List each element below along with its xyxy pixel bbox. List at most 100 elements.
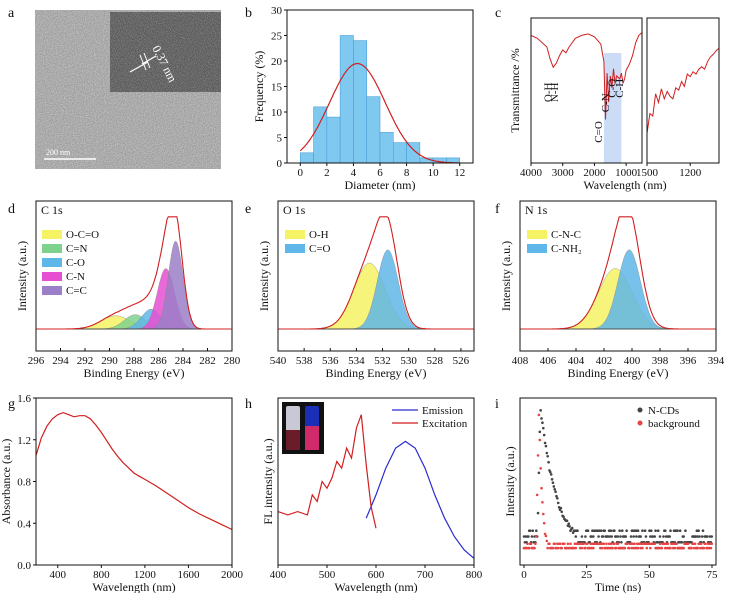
decay-point: [619, 535, 622, 538]
b-xtick-label: 8: [404, 167, 410, 179]
d-xtick-label: 290: [101, 355, 118, 367]
legend-label-0: Emission: [422, 405, 463, 417]
decay-point: [574, 546, 578, 550]
panel-letter-h: h: [245, 397, 252, 412]
d-xtick-label: 284: [175, 355, 192, 367]
decay-point: [537, 471, 541, 475]
i-xtick-label: 50: [644, 569, 656, 581]
ftir-annotation-0: O-H: [543, 82, 555, 102]
legend-swatch-1: [527, 244, 547, 253]
decay-point: [569, 542, 572, 546]
xps-envelope-line: [278, 216, 474, 330]
decay-point: [552, 485, 556, 488]
g-ytick-label: 1.6: [17, 393, 31, 405]
fl-series-0: [365, 440, 475, 559]
e-frame: [277, 200, 475, 352]
decay-point: [663, 529, 667, 532]
decay-point: [682, 546, 685, 550]
c-right-frame: [646, 17, 720, 164]
g-xtick-label: 400: [50, 569, 67, 581]
decay-point: [625, 529, 628, 532]
decay-point: [623, 546, 627, 550]
ftir-annotation-3: C-N: [600, 93, 612, 112]
histogram-bar: [299, 152, 314, 164]
decay-point: [541, 500, 544, 504]
g-ytick-label: 0.4: [17, 518, 31, 530]
decay-point: [666, 542, 670, 546]
decay-point: [603, 529, 607, 532]
d-xtick-label: 288: [126, 355, 143, 367]
decay-point: [649, 529, 653, 532]
decay-point: [555, 494, 558, 498]
g-ytick-label: 1.2: [17, 435, 31, 447]
decay-point: [534, 534, 538, 538]
decay-point: [592, 546, 595, 550]
decay-point: [668, 535, 671, 538]
decay-series-1: [522, 413, 714, 550]
decay-point: [673, 546, 677, 550]
decay-point: [609, 542, 613, 546]
c-right-xtick-label: 1500: [636, 167, 659, 179]
decay-point: [645, 546, 649, 550]
b-ytick-label: 10: [271, 107, 283, 119]
histogram-bar: [313, 106, 328, 164]
gaussian-fit-line: [299, 62, 460, 164]
xps-component-1: [278, 249, 474, 330]
decay-point: [629, 535, 633, 538]
decay-point: [547, 460, 550, 464]
d-xlabel: Binding Energy (eV): [83, 366, 184, 380]
legend-label-0: N-CDs: [648, 405, 679, 417]
c-left-xtick-label: 2000: [583, 167, 606, 179]
h-xtick-label: 800: [466, 569, 483, 581]
absorbance-line: [35, 411, 233, 531]
g-xtick-label: 800: [93, 569, 110, 581]
decay-point: [602, 542, 606, 546]
decay-point: [544, 444, 548, 448]
decay-point: [613, 542, 616, 546]
decay-point: [548, 542, 551, 546]
decay-point: [653, 542, 657, 546]
e-xtick-label: 540: [270, 355, 287, 367]
panel-letter-e: e: [245, 202, 251, 217]
e-xtick-label: 532: [374, 355, 391, 367]
vial-right-glow: [305, 426, 319, 450]
decay-point: [643, 529, 647, 532]
e-xtick-label: 536: [322, 355, 339, 367]
b-ylabel: Frequency (%): [252, 51, 266, 123]
f-xtick-label: 406: [540, 355, 557, 367]
d-xtick-label: 294: [52, 355, 69, 367]
decay-point: [584, 546, 587, 550]
decay-point: [554, 490, 557, 494]
ftir-line-zoom: [647, 47, 719, 134]
b-ytick-label: 20: [271, 56, 283, 68]
decay-point: [536, 454, 540, 457]
legend-label-4: C=C: [66, 285, 87, 297]
b-xtick-label: 6: [377, 167, 383, 179]
g-ytick-label: 0.0: [17, 560, 31, 572]
decay-point: [538, 438, 542, 442]
decay-point: [527, 535, 530, 538]
panel-a-tem: 0.37 nm 200 nm: [35, 10, 221, 169]
decay-point: [609, 529, 613, 532]
decay-point: [545, 451, 549, 455]
decay-point: [563, 542, 566, 546]
legend-label-1: C=N: [66, 243, 88, 255]
e-xtick-label: 530: [400, 355, 417, 367]
decay-point: [611, 546, 614, 550]
decay-point: [618, 529, 621, 532]
histogram-bar: [353, 40, 368, 164]
decay-point: [544, 534, 548, 538]
xps-envelope-line: [520, 216, 716, 330]
decay-point: [654, 529, 657, 532]
e-xlabel: Binding Energy (eV): [325, 366, 426, 380]
panel-letter-f: f: [495, 202, 500, 217]
legend-marker-0: [637, 407, 643, 413]
legend-swatch-2: [42, 258, 62, 267]
g-frame: [35, 397, 233, 566]
legend-swatch-3: [42, 272, 62, 281]
g-xtick-label: 1200: [134, 569, 157, 581]
legend-label-3: C-N: [66, 271, 85, 283]
decay-point: [565, 519, 569, 523]
legend-label-0: O-H: [309, 229, 329, 241]
decay-point: [553, 542, 557, 546]
